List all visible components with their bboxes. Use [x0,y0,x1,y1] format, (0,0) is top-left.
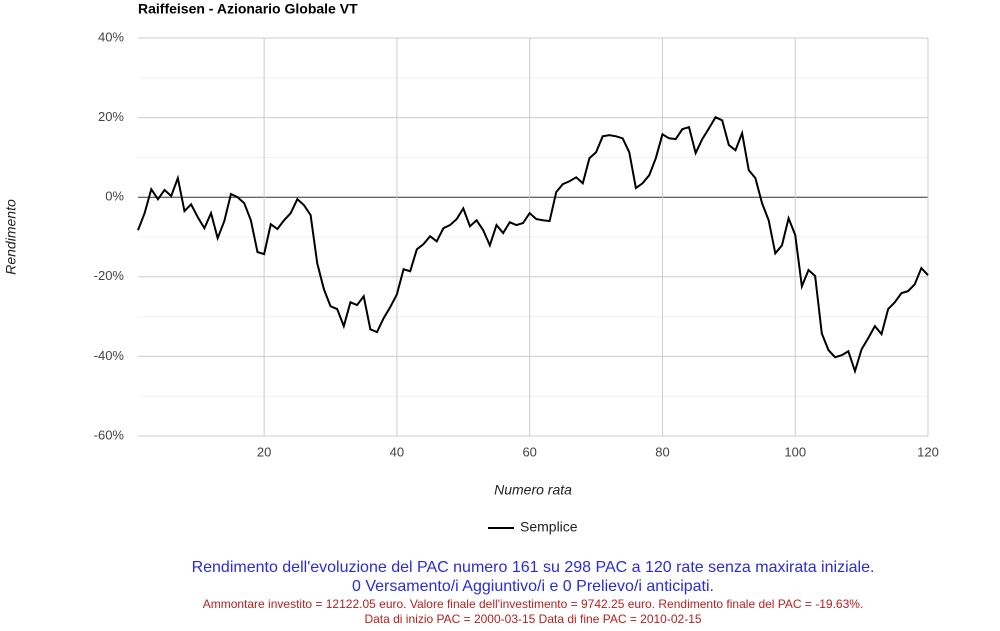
note: Ammontare investito = 12122.05 euro. Val… [203,597,864,611]
x-tick-label: 60 [522,444,536,459]
y-tick-label: 0% [105,189,124,204]
y-tick-label: -40% [94,348,125,363]
y-tick-label: -60% [94,427,125,442]
y-tick-label: 20% [98,109,124,124]
y-tick-label: 40% [98,29,124,44]
x-tick-label: 20 [257,444,271,459]
y-axis-label: Rendimento [3,199,19,275]
x-tick-label: 100 [784,444,806,459]
chart-title: Raiffeisen - Azionario Globale VT [138,1,358,17]
x-tick-label: 40 [390,444,404,459]
data-line [137,115,929,375]
x-tick-label: 120 [917,444,939,459]
x-axis-label: Numero rata [494,482,572,498]
note: 0 Versamento/i Aggiuntivo/i e 0 Prelievo… [352,578,714,595]
note: Data di inizio PAC = 2000-03-15 Data di … [364,612,701,626]
x-tick-label: 80 [655,444,669,459]
legend-label: Semplice [520,519,578,535]
note: Rendimento dell'evoluzione del PAC numer… [192,559,875,576]
y-tick-label: -20% [94,268,125,283]
